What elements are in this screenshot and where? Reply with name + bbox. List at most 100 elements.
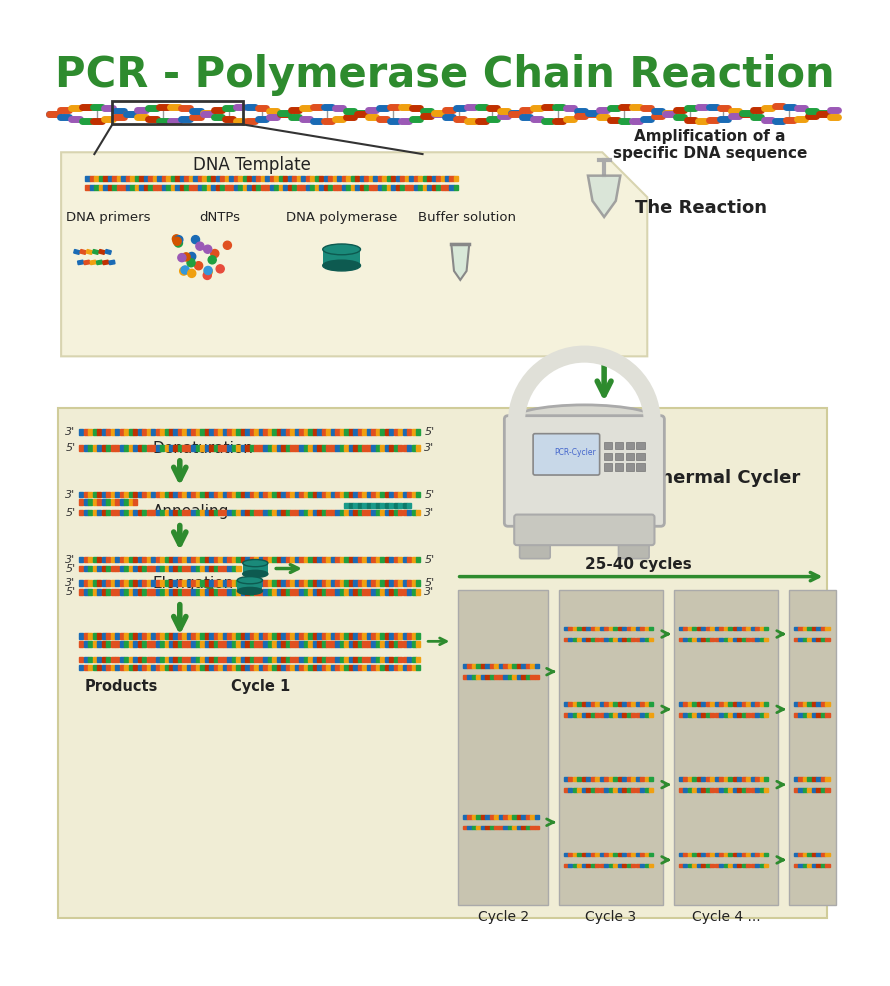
Bar <box>214 665 218 670</box>
Bar <box>613 788 618 792</box>
Bar <box>187 510 191 516</box>
Bar <box>613 627 618 630</box>
Bar <box>144 176 148 181</box>
Bar <box>128 657 133 662</box>
Bar <box>272 633 277 639</box>
Bar <box>568 788 572 792</box>
Bar <box>563 713 568 717</box>
Bar <box>389 446 393 451</box>
Bar <box>209 566 214 571</box>
Bar <box>101 566 106 571</box>
Bar <box>178 557 182 562</box>
Bar <box>604 442 612 449</box>
Bar <box>84 446 88 451</box>
Bar <box>622 713 627 717</box>
Bar <box>165 665 169 670</box>
Bar <box>393 446 398 451</box>
Bar <box>728 777 732 781</box>
Bar <box>371 633 376 639</box>
Bar <box>277 557 281 562</box>
Bar <box>595 853 599 856</box>
Bar <box>281 641 286 647</box>
Bar <box>214 641 218 647</box>
Bar <box>812 638 816 641</box>
Bar <box>90 176 94 181</box>
Bar <box>591 702 595 706</box>
Bar <box>169 510 174 516</box>
Bar <box>384 503 389 509</box>
Bar <box>295 492 299 498</box>
Bar <box>124 557 128 562</box>
Bar <box>209 665 214 670</box>
Bar <box>408 510 411 516</box>
Bar <box>200 557 205 562</box>
Bar <box>504 665 507 669</box>
Bar <box>577 853 581 856</box>
Bar <box>184 176 189 181</box>
Bar <box>125 176 130 181</box>
Bar <box>124 510 128 516</box>
Bar <box>277 510 281 516</box>
Bar <box>432 176 436 181</box>
Bar <box>755 702 759 706</box>
Bar <box>140 176 143 181</box>
Bar <box>124 641 128 647</box>
Bar <box>393 557 398 562</box>
Bar <box>241 429 245 435</box>
Bar <box>701 777 706 781</box>
Bar <box>182 590 187 595</box>
Bar <box>380 657 384 662</box>
Bar <box>79 633 84 639</box>
Bar <box>526 815 530 818</box>
Bar <box>295 590 299 595</box>
Bar <box>587 788 590 792</box>
Bar <box>684 853 687 856</box>
Bar <box>741 788 746 792</box>
Bar <box>320 176 323 181</box>
Bar <box>169 580 174 586</box>
Bar <box>376 580 380 586</box>
Bar <box>169 566 174 571</box>
Bar <box>582 853 586 856</box>
Polygon shape <box>61 152 647 356</box>
Bar <box>701 638 706 641</box>
Bar <box>389 657 393 662</box>
Bar <box>403 590 407 595</box>
Bar <box>692 788 697 792</box>
Bar <box>821 853 825 856</box>
Bar <box>138 657 142 662</box>
Bar <box>308 446 312 451</box>
Bar <box>174 510 178 516</box>
Bar <box>403 429 407 435</box>
Bar <box>191 580 196 586</box>
Bar <box>310 184 314 190</box>
Bar <box>156 429 159 435</box>
Bar <box>187 657 191 662</box>
Bar <box>124 657 128 662</box>
Bar <box>106 492 110 498</box>
Bar <box>128 580 133 586</box>
Bar <box>151 492 155 498</box>
Bar <box>563 777 568 781</box>
Bar <box>130 176 134 181</box>
Bar <box>679 788 683 792</box>
Bar <box>825 627 829 630</box>
Bar <box>97 590 101 595</box>
Bar <box>315 176 319 181</box>
Bar <box>821 638 825 641</box>
Bar <box>263 657 268 662</box>
Bar <box>631 638 635 641</box>
Bar <box>241 557 245 562</box>
Bar <box>746 702 750 706</box>
Bar <box>84 590 88 595</box>
Bar <box>794 777 798 781</box>
Bar <box>373 176 377 181</box>
Bar <box>825 713 829 717</box>
Bar <box>622 627 627 630</box>
Bar <box>142 446 146 451</box>
Bar <box>220 176 224 181</box>
Bar <box>308 641 312 647</box>
Bar <box>825 853 829 856</box>
Bar <box>110 580 115 586</box>
Bar <box>600 627 603 630</box>
